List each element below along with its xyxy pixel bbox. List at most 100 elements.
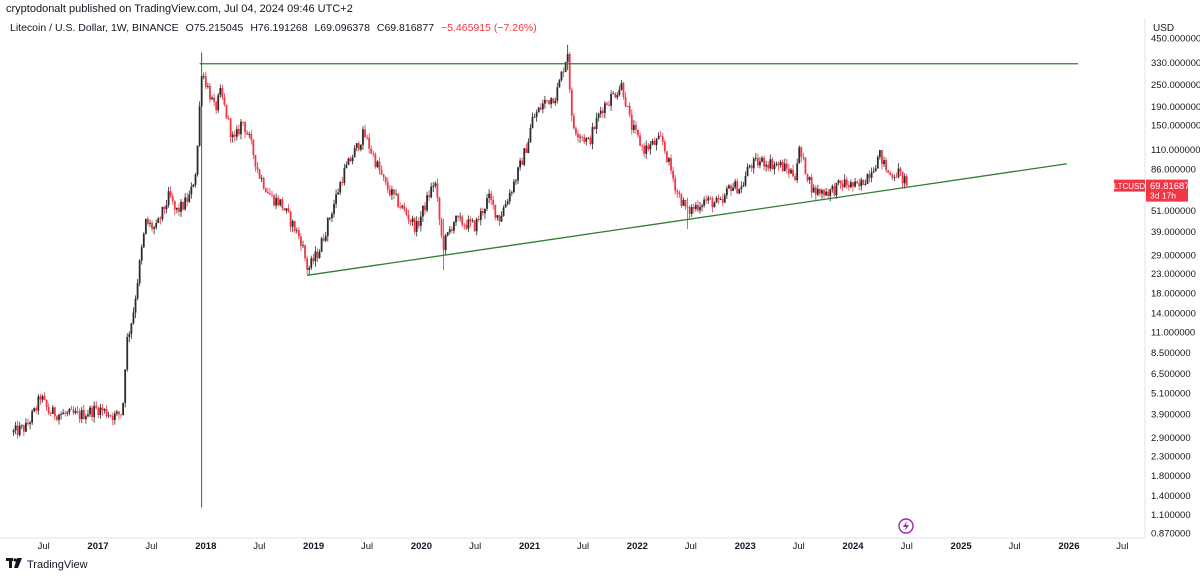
candle-body bbox=[620, 83, 623, 90]
candle-body bbox=[668, 158, 670, 162]
candle-body bbox=[322, 238, 325, 241]
candle-body bbox=[738, 188, 741, 194]
candle-body bbox=[126, 336, 129, 370]
candle-body bbox=[196, 145, 199, 175]
candle-body bbox=[60, 414, 62, 416]
legend-symbol[interactable]: Litecoin / U.S. Dollar, 1W, BINANCE bbox=[10, 22, 179, 34]
last-price-tag[interactable] bbox=[1146, 179, 1188, 202]
candle-body bbox=[723, 195, 726, 203]
price-tick-label: 86.000000 bbox=[1151, 165, 1196, 176]
last-price-value: 69.816877 bbox=[1150, 181, 1195, 192]
candle-body bbox=[430, 186, 433, 198]
candle-body bbox=[178, 207, 180, 212]
candle-body bbox=[134, 298, 137, 313]
candle-body bbox=[302, 245, 304, 247]
candle-body bbox=[297, 230, 300, 237]
candle-body bbox=[643, 145, 646, 154]
candle-body bbox=[409, 219, 412, 222]
candle-body bbox=[728, 185, 730, 189]
candle-body bbox=[266, 192, 269, 194]
candle-body bbox=[682, 199, 685, 206]
candle-body bbox=[465, 224, 468, 229]
candle-body bbox=[215, 101, 218, 111]
candle-body bbox=[347, 158, 350, 165]
candle-body bbox=[167, 191, 170, 206]
candle-body bbox=[264, 188, 267, 193]
candle-body bbox=[27, 422, 29, 424]
candle-body bbox=[490, 193, 493, 201]
candle-body bbox=[630, 114, 633, 130]
time-tick-label: Jul bbox=[253, 541, 265, 552]
candle-body bbox=[531, 117, 534, 128]
candle-body bbox=[608, 104, 610, 106]
candle-body bbox=[155, 222, 158, 228]
candle-body bbox=[754, 157, 757, 159]
candle-body bbox=[209, 86, 211, 100]
candle-body bbox=[374, 154, 377, 168]
time-tick-label: Jul bbox=[901, 541, 913, 552]
trendline-support[interactable] bbox=[307, 163, 1067, 276]
candle-body bbox=[56, 416, 58, 420]
candle-body bbox=[271, 194, 273, 196]
candle-body bbox=[467, 219, 470, 229]
candle-body bbox=[618, 89, 621, 96]
candle-body bbox=[659, 135, 662, 137]
candle-body bbox=[310, 258, 313, 268]
candle-body bbox=[870, 172, 873, 178]
lightning-icon[interactable] bbox=[898, 518, 914, 534]
candle-body bbox=[221, 88, 224, 98]
candle-body bbox=[14, 425, 17, 431]
candle-body bbox=[419, 216, 422, 226]
candle-body bbox=[494, 204, 497, 218]
candle-body bbox=[606, 103, 608, 105]
candle-body bbox=[184, 197, 187, 210]
candle-body bbox=[550, 98, 553, 105]
candle-body bbox=[74, 411, 77, 414]
candle-body bbox=[459, 216, 462, 218]
candle-body bbox=[837, 180, 840, 183]
candle-body bbox=[566, 54, 569, 63]
candle-body bbox=[198, 106, 201, 146]
time-tick-label: 2019 bbox=[303, 541, 324, 552]
candle-body bbox=[366, 137, 368, 139]
candle-body bbox=[794, 176, 797, 181]
candle-body bbox=[144, 218, 147, 234]
candle-body bbox=[891, 174, 894, 178]
candle-body bbox=[893, 177, 896, 178]
candle-body bbox=[750, 165, 753, 169]
candle-body bbox=[622, 83, 625, 97]
candle-body bbox=[589, 137, 592, 144]
candle-body bbox=[233, 134, 236, 137]
footer-brand[interactable]: TradingView bbox=[6, 558, 88, 571]
time-tick-label: 2021 bbox=[519, 541, 541, 552]
candle-body bbox=[748, 165, 751, 168]
candle-body bbox=[242, 121, 244, 123]
candle-body bbox=[25, 422, 27, 432]
candle-body bbox=[570, 89, 573, 116]
candle-body bbox=[287, 208, 290, 212]
time-tick-label: 2026 bbox=[1058, 541, 1079, 552]
candle-body bbox=[206, 86, 209, 87]
price-tick-label: 18.000000 bbox=[1151, 288, 1196, 299]
price-tick-label: 29.000000 bbox=[1151, 251, 1196, 262]
candle-body bbox=[175, 207, 178, 210]
candle-body bbox=[62, 412, 65, 415]
candle-body bbox=[692, 206, 695, 209]
candle-body bbox=[515, 180, 517, 182]
candle-body bbox=[428, 195, 431, 198]
candle-body bbox=[823, 190, 825, 196]
candle-body bbox=[337, 192, 340, 195]
candle-body bbox=[432, 185, 435, 187]
candle-body bbox=[320, 238, 323, 252]
candle-body bbox=[703, 199, 706, 206]
candle-body bbox=[87, 414, 89, 417]
candle-body bbox=[486, 198, 488, 209]
candle-body bbox=[773, 164, 776, 169]
candle-body bbox=[860, 179, 863, 187]
candle-body bbox=[858, 183, 861, 187]
candle-body bbox=[397, 193, 400, 208]
candle-body bbox=[80, 410, 83, 420]
candle-body bbox=[845, 179, 848, 186]
time-tick-label: Jul bbox=[1116, 541, 1128, 552]
